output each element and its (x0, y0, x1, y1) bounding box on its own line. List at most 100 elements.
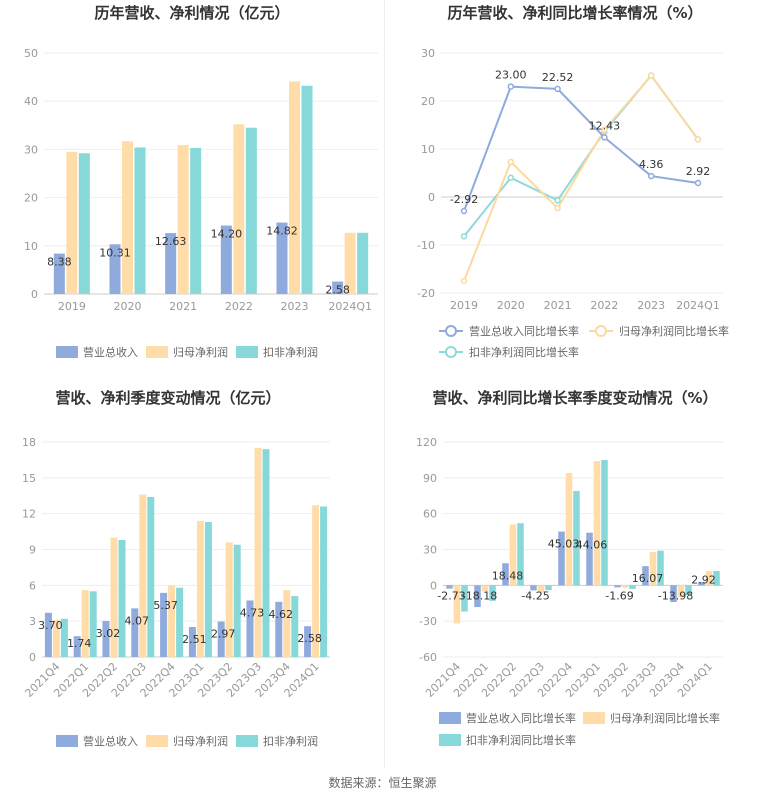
y-tick-label: 30 (24, 143, 38, 156)
bar-data-label: -4.25 (521, 589, 549, 602)
bar (102, 620, 110, 657)
x-tick-label: 2022 (225, 300, 253, 313)
legend-label: 归母净利润同比增长率 (619, 324, 729, 338)
y-tick-label: 20 (421, 95, 435, 108)
bar (357, 232, 369, 294)
y-tick-label: 90 (423, 472, 437, 485)
legend-label: 营业总收入同比增长率 (466, 711, 576, 725)
y-tick-label: -60 (419, 651, 437, 664)
y-tick-label: 30 (421, 47, 435, 60)
bar-data-label: 3.02 (96, 627, 121, 640)
data-point (507, 174, 515, 182)
legend-swatch-marker (445, 325, 457, 337)
y-tick-label: 0 (29, 651, 36, 664)
bar (110, 537, 118, 657)
bar (509, 524, 517, 586)
bar (109, 244, 121, 294)
bar (81, 590, 89, 657)
y-tick-label: 12 (22, 508, 36, 521)
bar (629, 585, 636, 589)
data-point (507, 83, 515, 90)
x-tick-label: 2019 (58, 300, 86, 313)
bar-data-label: -2.73 (437, 589, 465, 602)
y-tick-label: 6 (29, 579, 36, 592)
bar (685, 585, 692, 595)
bar (196, 520, 204, 657)
bar (649, 551, 657, 586)
bar (131, 608, 139, 657)
legend-swatch (439, 712, 461, 724)
bar-data-label: 18.48 (492, 569, 524, 582)
y-tick-label: 50 (24, 47, 38, 60)
x-tick-label: 2024Q1 (676, 299, 720, 312)
bar (147, 496, 155, 657)
bar (489, 585, 496, 601)
bar (118, 539, 126, 657)
bar-data-label: -13.98 (658, 589, 693, 602)
bar (312, 505, 320, 657)
chart-quarterly-revenue-profit: 营收、净利季度变动情况（亿元）03691215182021Q43.702022Q… (22, 389, 330, 748)
y-tick-label: 10 (24, 240, 38, 253)
data-point (460, 233, 468, 240)
data-point (647, 72, 655, 79)
bar (301, 85, 313, 294)
bar-data-label: 1.74 (67, 637, 92, 650)
x-tick-label: 2022 (590, 299, 618, 312)
bar (677, 585, 685, 598)
bar (217, 621, 225, 657)
bar (670, 585, 677, 603)
bar-data-label: -1.69 (605, 589, 633, 602)
bar (517, 523, 524, 586)
bar-data-label: 2.97 (211, 628, 236, 641)
y-tick-label: 15 (22, 472, 36, 485)
bar-data-label: 8.38 (47, 256, 72, 269)
bar (66, 151, 78, 294)
x-tick-label: 2024Q1 (328, 300, 372, 313)
bar-data-label: 4.73 (240, 607, 265, 620)
legend-swatch (146, 735, 168, 747)
bar (220, 225, 232, 294)
series-line (463, 85, 699, 212)
data-point (460, 207, 468, 215)
legend-swatch (56, 346, 78, 358)
bar-data-label: 45.03 (548, 538, 580, 551)
bar (160, 592, 168, 657)
legend-swatch (236, 346, 258, 358)
x-tick-label: 2023 (281, 300, 309, 313)
bar (446, 585, 453, 589)
y-tick-label: 0 (31, 288, 38, 301)
y-tick-label: 40 (24, 95, 38, 108)
legend-swatch-marker (445, 346, 457, 358)
bar-data-label: 2.58 (325, 284, 350, 297)
bar-data-label: 10.31 (99, 246, 131, 259)
bar (304, 626, 312, 657)
bar (573, 490, 580, 586)
bar (502, 563, 509, 586)
bar (586, 532, 593, 586)
legend-label: 归母净利润 (173, 734, 228, 748)
bar-data-label: 2.92 (691, 573, 716, 586)
x-tick-label: 2023 (637, 299, 665, 312)
series-line (463, 73, 699, 237)
bar (44, 612, 52, 657)
legend-label: 归母净利润 (173, 345, 228, 359)
bar (713, 571, 720, 586)
legend-swatch (439, 734, 461, 746)
bar (276, 222, 288, 294)
legend-label: 营业总收入同比增长率 (469, 324, 579, 338)
bar (698, 581, 705, 586)
x-tick-label: 2021 (544, 299, 572, 312)
legend-label: 扣非净利润 (263, 345, 318, 359)
data-point (507, 158, 515, 166)
panel-divider (384, 0, 385, 768)
x-tick-label: 2020 (114, 300, 142, 313)
series-line (463, 73, 699, 282)
bar-data-label: 5.37 (153, 599, 178, 612)
data-point (554, 197, 561, 204)
bar (190, 147, 202, 294)
bar (89, 591, 97, 657)
bar (176, 587, 184, 657)
bar (53, 253, 65, 294)
bar-data-label: -18.18 (462, 589, 497, 602)
bar (204, 522, 212, 657)
